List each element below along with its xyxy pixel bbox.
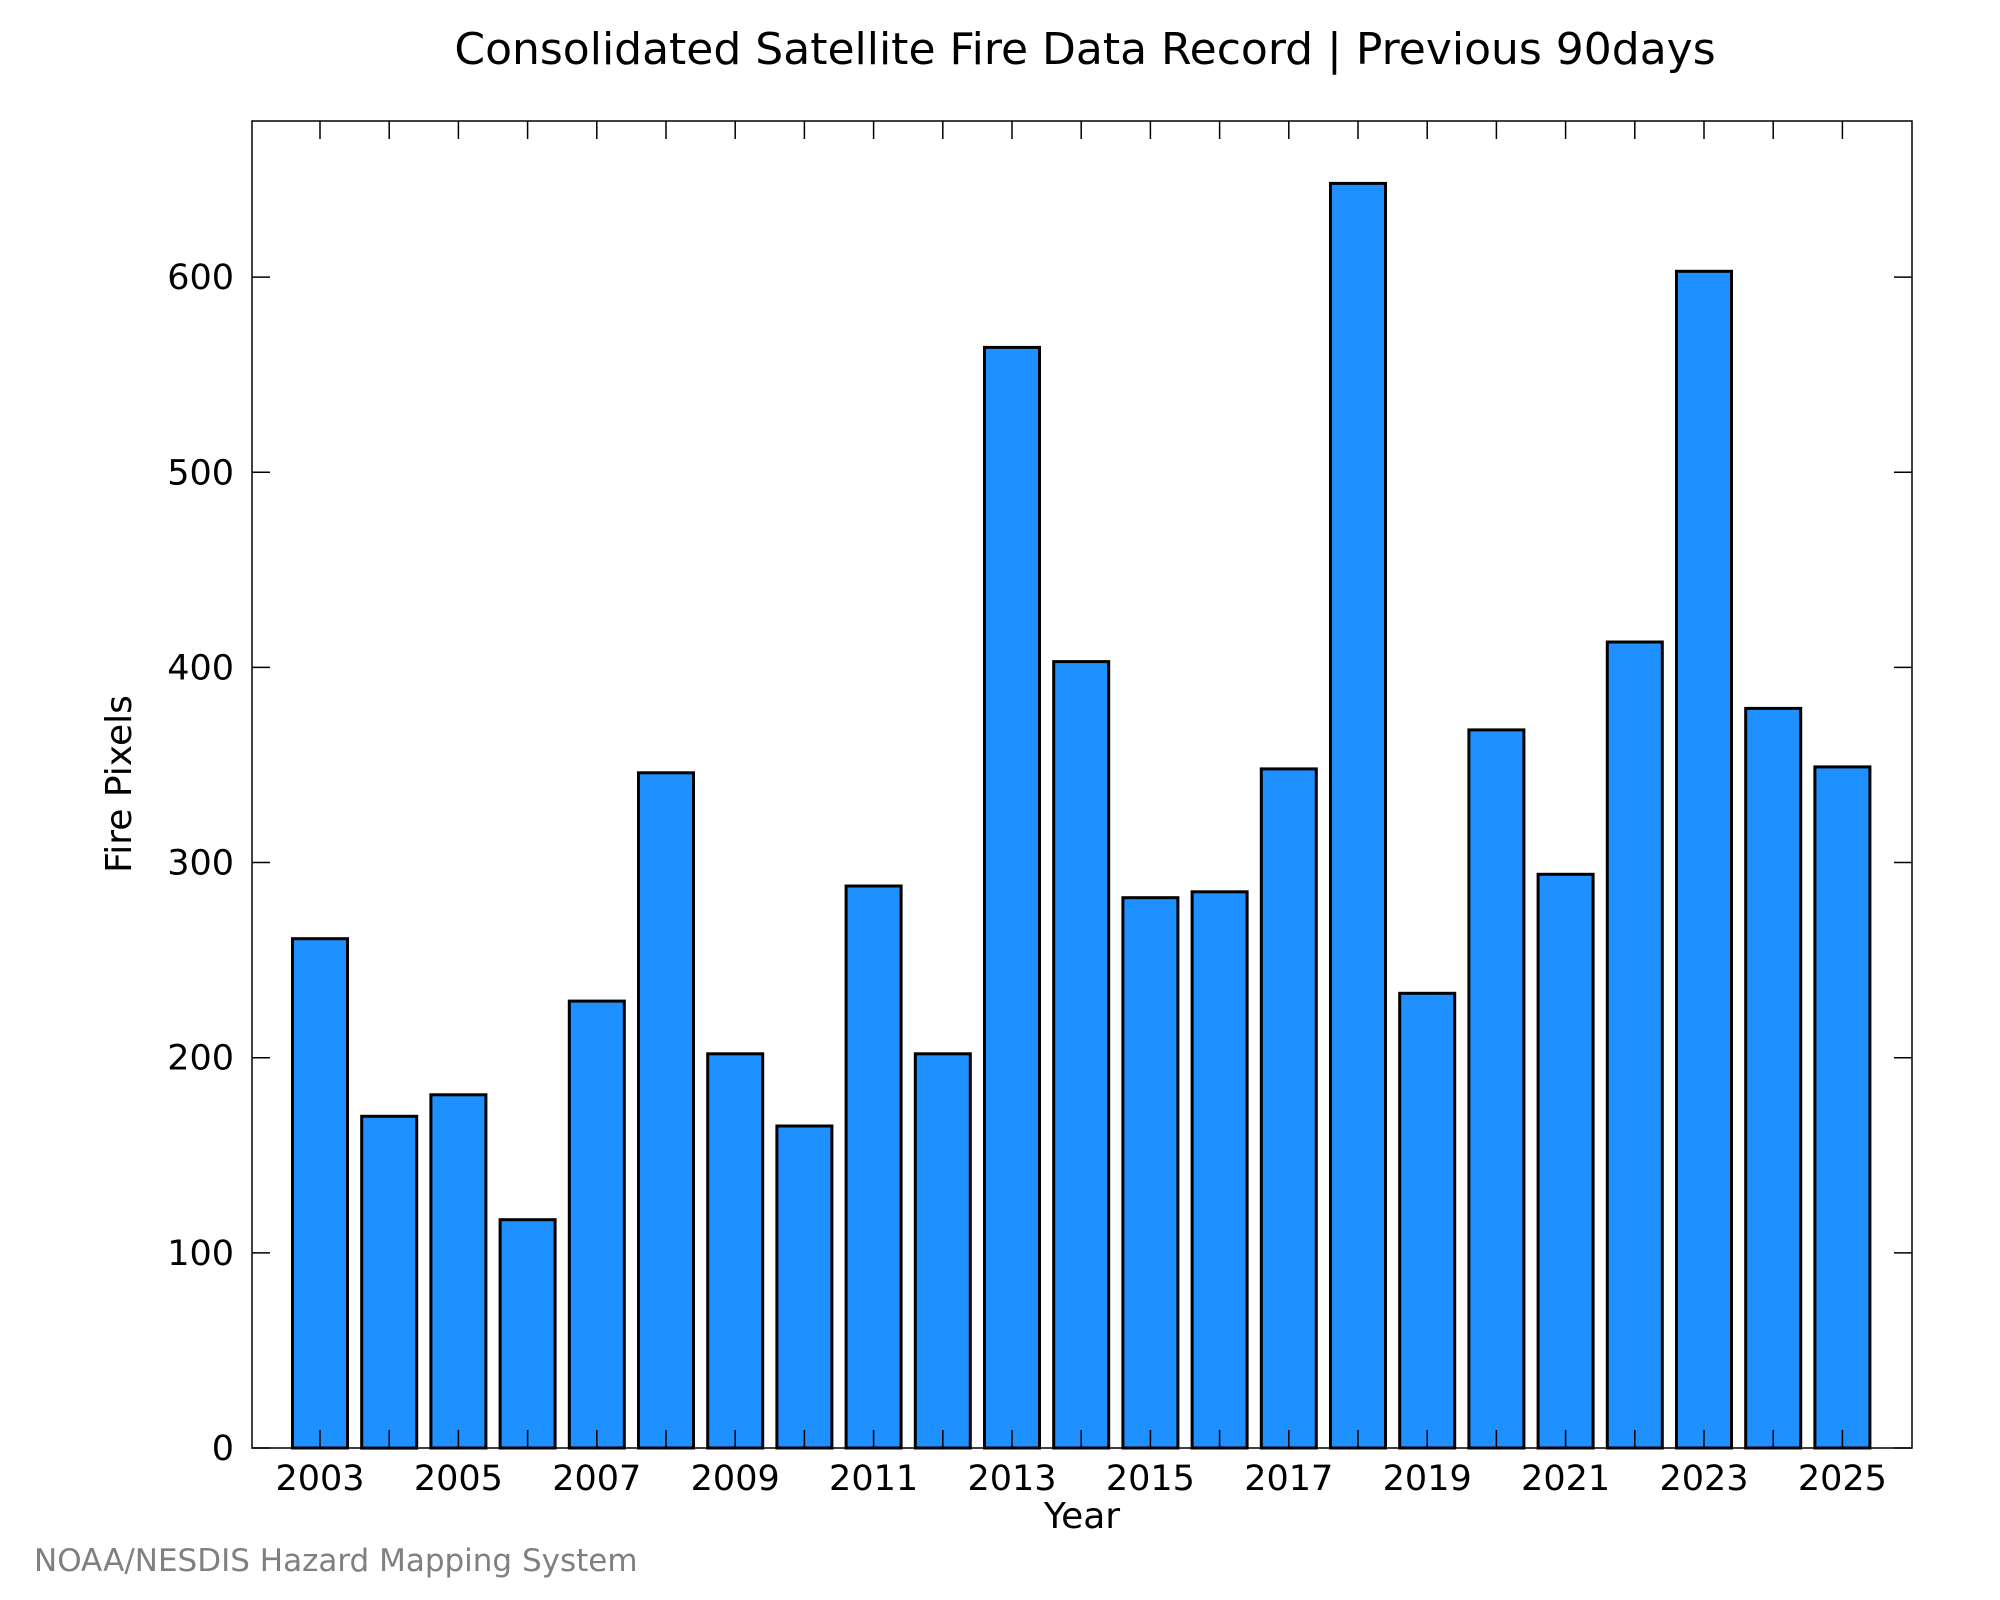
bar-2004: [360, 1114, 419, 1450]
x-tick-label-2023: 2023: [1659, 1459, 1748, 1499]
y-tick-label-200: 200: [167, 1039, 234, 1079]
bars-layer: [291, 181, 1872, 1450]
x-axis-tick-labels: 2003 2005 2007 2009 2011 2013 2015 2017 2019 2021…: [275, 1459, 1886, 1499]
bar-2025: [1813, 765, 1872, 1450]
plot-frame: [251, 120, 1913, 1449]
x-tick-label-2009: 2009: [691, 1459, 780, 1499]
bar-2018: [1329, 181, 1387, 1450]
x-tick-label-2019: 2019: [1383, 1459, 1472, 1499]
bar-2022: [1605, 640, 1664, 1450]
x-tick-label-2017: 2017: [1244, 1459, 1333, 1499]
ticks-layer: [252, 121, 1912, 1449]
x-tick-label-2011: 2011: [829, 1459, 918, 1499]
y-tick-label-500: 500: [167, 453, 234, 493]
bar-2006: [498, 1218, 557, 1450]
bar-2024: [1744, 706, 1803, 1450]
bar-2007: [567, 999, 626, 1450]
y-axis-tick-labels: 0 100 200 300 400 500 600: [167, 258, 234, 1469]
x-tick-label-2021: 2021: [1521, 1459, 1610, 1499]
bar-2017: [1259, 767, 1318, 1450]
bar-2009: [706, 1052, 765, 1450]
bar-2008: [637, 771, 695, 1450]
x-tick-label-2007: 2007: [552, 1459, 641, 1499]
bar-2019: [1398, 991, 1457, 1450]
x-tick-label-2025: 2025: [1798, 1459, 1887, 1499]
y-tick-label-0: 0: [212, 1429, 234, 1469]
bar-2012: [913, 1052, 972, 1450]
y-tick-label-600: 600: [167, 258, 234, 298]
y-tick-label-100: 100: [167, 1234, 234, 1274]
x-tick-label-2013: 2013: [967, 1459, 1056, 1499]
y-tick-label-300: 300: [167, 844, 234, 884]
x-axis-label: Year: [1043, 1496, 1120, 1537]
bar-2005: [429, 1093, 488, 1450]
y-tick-label-400: 400: [167, 648, 234, 688]
bar-2010: [775, 1124, 834, 1450]
chart-title: Consolidated Satellite Fire Data Record …: [454, 24, 1715, 75]
bar-2003: [291, 937, 349, 1450]
bar-2020: [1467, 728, 1526, 1450]
x-tick-label-2005: 2005: [414, 1459, 503, 1499]
bar-2021: [1536, 872, 1595, 1450]
bar-2011: [844, 884, 903, 1450]
x-tick-label-2003: 2003: [275, 1459, 364, 1499]
bar-2014: [1052, 660, 1111, 1450]
y-axis-label: Fire Pixels: [99, 695, 140, 873]
bar-2023: [1675, 269, 1733, 1450]
bar-2016: [1190, 890, 1249, 1450]
bar-2013: [983, 345, 1041, 1450]
bar-2015: [1121, 896, 1180, 1450]
x-tick-label-2015: 2015: [1106, 1459, 1195, 1499]
credit-text: NOAA/NESDIS Hazard Mapping System: [34, 1543, 638, 1579]
